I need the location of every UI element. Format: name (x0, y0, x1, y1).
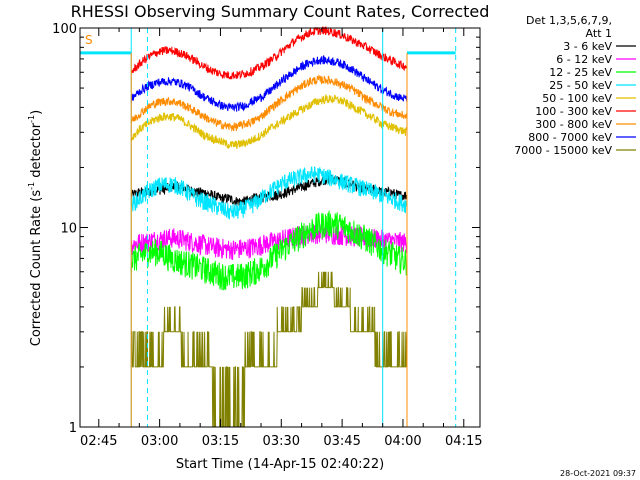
series-line (130, 271, 408, 428)
legend-entry-label: 25 - 50 keV (549, 79, 612, 92)
marker-label: S (85, 33, 93, 47)
series-12-25-kev (130, 210, 408, 291)
y-axis-label-exp2: -1 (27, 115, 36, 123)
series-7000-15000-kev (130, 271, 408, 428)
legend-entry-label: 300 - 800 keV (535, 118, 612, 131)
y-axis-label-mid: detector (29, 122, 44, 182)
series-line (130, 93, 408, 149)
y-axis-label-exp1: -1 (27, 182, 36, 190)
series-300-800-kev (130, 73, 408, 133)
y-axis-label-end: ) (29, 110, 44, 115)
y-tick-label: 10 (60, 222, 77, 237)
y-axis-label: Corrected Count Rate (s-1 detector-1) (27, 110, 44, 346)
x-tick-label: 03:30 (263, 434, 300, 449)
series-6-12-kev (130, 223, 408, 260)
legend-header: Att 1 (586, 27, 612, 40)
chart-title: RHESSI Observing Summary Count Rates, Co… (71, 2, 490, 21)
series-line (130, 223, 408, 260)
series-line (130, 166, 408, 220)
x-tick-label: 04:15 (445, 434, 482, 449)
legend-entry-label: 100 - 300 keV (535, 105, 612, 118)
series-line (130, 210, 408, 291)
y-axis-label-main: Corrected Count Rate (s (29, 190, 44, 347)
series-line (130, 73, 408, 133)
x-tick-label: 03:00 (141, 434, 178, 449)
x-tick-label: 02:45 (80, 434, 117, 449)
legend-entry-label: 7000 - 15000 keV (514, 144, 612, 157)
x-axis-label: Start Time (14-Apr-15 02:40:22) (176, 457, 384, 472)
series-25-50-kev (130, 166, 408, 220)
series-line (130, 55, 408, 112)
x-tick-label: 03:15 (202, 434, 239, 449)
y-tick-label: 100 (52, 22, 77, 37)
legend-entry-label: 50 - 100 keV (542, 92, 612, 105)
legend-entry-label: 6 - 12 keV (556, 53, 612, 66)
series-100-300-kev (130, 26, 408, 80)
timestamp-footer: 28-Oct-2021 09:37 (560, 469, 636, 478)
series-800-7000-kev (130, 55, 408, 112)
series-line (130, 26, 408, 80)
plot-area: S 1 10 100 02:45 03:00 03:15 03:30 03:45 04:00 04:… (52, 22, 482, 449)
x-tick-label: 03:45 (323, 434, 360, 449)
legend-entry-label: 12 - 25 keV (549, 66, 612, 79)
x-tick-label: 04:00 (384, 434, 421, 449)
legend-entry-label: 800 - 7000 keV (528, 131, 612, 144)
series-50-100-kev (130, 93, 408, 149)
legend-entry-label: 3 - 6 keV (563, 40, 612, 53)
legend-header: Det 1,3,5,6,7,9, (526, 14, 612, 27)
y-tick-label: 1 (69, 421, 77, 436)
